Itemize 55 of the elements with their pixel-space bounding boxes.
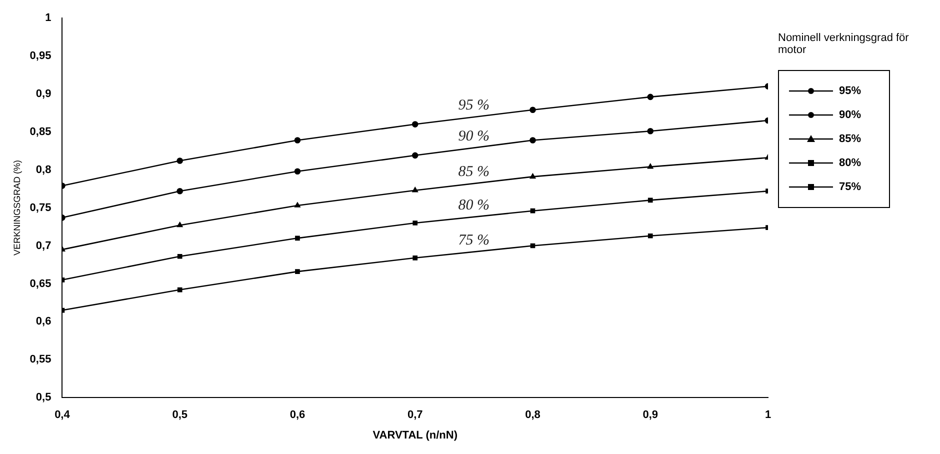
point	[647, 94, 654, 100]
legend-label: 80%	[839, 157, 862, 169]
point	[295, 236, 300, 241]
point	[648, 233, 653, 238]
point	[412, 121, 418, 128]
y-tick-label: 0,7	[36, 240, 52, 252]
point	[176, 158, 183, 164]
point	[412, 187, 418, 192]
y-tick-label: 0,75	[30, 202, 52, 214]
legend-label: 75%	[839, 181, 862, 193]
point	[648, 198, 653, 203]
y-tick-label: 0,5	[36, 392, 52, 404]
legend-label: 90%	[839, 109, 862, 121]
point	[294, 137, 301, 144]
x-axis-title: VARVTAL (n/nN)	[372, 429, 458, 442]
point	[177, 254, 182, 259]
point	[177, 287, 182, 292]
x-tick-label: 0,9	[642, 409, 658, 422]
point	[530, 137, 536, 144]
y-tick-label: 0,6	[36, 316, 52, 328]
point	[412, 220, 418, 226]
x-tick-label: 0,7	[407, 409, 423, 422]
point	[412, 255, 418, 260]
x-tick-label: 1	[764, 409, 772, 422]
annotation: 95 %	[458, 98, 490, 114]
x-tick-label: 0,6	[290, 409, 306, 422]
x-tick-label: 0,8	[525, 409, 540, 422]
point	[295, 269, 300, 274]
annotation: 90 %	[458, 128, 490, 144]
point	[176, 188, 183, 194]
point	[177, 222, 183, 228]
y-tick-label: 0,55	[30, 354, 52, 366]
y-tick-label: 0,9	[36, 88, 52, 100]
x-tick-label: 0,4	[54, 409, 71, 422]
point	[530, 243, 536, 248]
y-tick-label: 0,65	[30, 278, 52, 290]
point	[530, 106, 536, 114]
point	[530, 208, 536, 214]
point	[648, 164, 654, 169]
point	[294, 202, 300, 208]
point	[412, 152, 418, 159]
x-tick-label: 0,5	[172, 409, 188, 422]
y-tick-label: 1	[45, 12, 52, 24]
point	[294, 168, 301, 175]
y-tick-label: 0,8	[36, 164, 52, 176]
annotation: 75 %	[458, 232, 490, 248]
point	[647, 128, 654, 134]
y-axis-title: VERKNINGSGRAD (%)	[12, 160, 22, 256]
annotation: 80 %	[458, 197, 490, 214]
legend-label: 85%	[839, 133, 862, 145]
annotation: 85 %	[458, 164, 490, 180]
y-tick-label: 0,85	[30, 126, 52, 138]
y-tick-label: 0,95	[30, 50, 52, 62]
legend-label: 95%	[839, 85, 862, 97]
legend-title: Nominell verkningsgrad för motor	[778, 32, 910, 56]
